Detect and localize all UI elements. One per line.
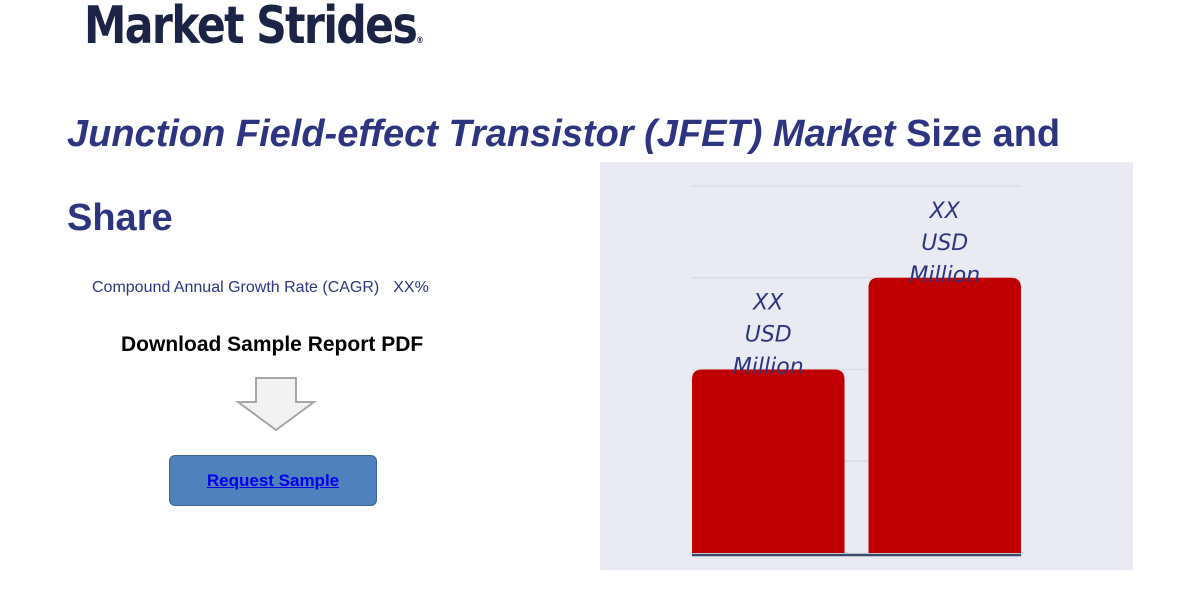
data-label: XX [752, 291, 784, 316]
data-label: USD [921, 231, 968, 256]
chart-background [600, 162, 1133, 570]
market-strides-logo: Market Strides® [84, 0, 424, 56]
data-label: Million [733, 355, 804, 380]
bar [868, 277, 1021, 553]
cagr-line: Compound Annual Growth Rate (CAGR) XX% [92, 279, 429, 297]
request-sample-button[interactable]: Request Sample [169, 455, 377, 506]
title-italic: Junction Field-effect Transistor (JFET) … [67, 113, 896, 155]
title-rest: Size and Share [67, 113, 1061, 239]
bar-chart: XX USD Million XX USD Million [692, 185, 1021, 557]
data-label: USD [745, 323, 792, 348]
down-arrow-icon [234, 377, 318, 432]
registered-mark: ® [416, 36, 424, 46]
data-label: Million [909, 263, 980, 288]
request-sample-link[interactable]: Request Sample [206, 470, 340, 490]
cagr-value: XX% [393, 279, 429, 296]
logo-text: Market Strides [84, 0, 418, 56]
download-heading: Download Sample Report PDF [121, 333, 424, 356]
cagr-label: Compound Annual Growth Rate (CAGR) [92, 279, 380, 296]
page-title: Junction Field-effect Transistor (JFET) … [67, 92, 1087, 260]
data-label: XX [929, 199, 961, 224]
bar [692, 369, 845, 553]
